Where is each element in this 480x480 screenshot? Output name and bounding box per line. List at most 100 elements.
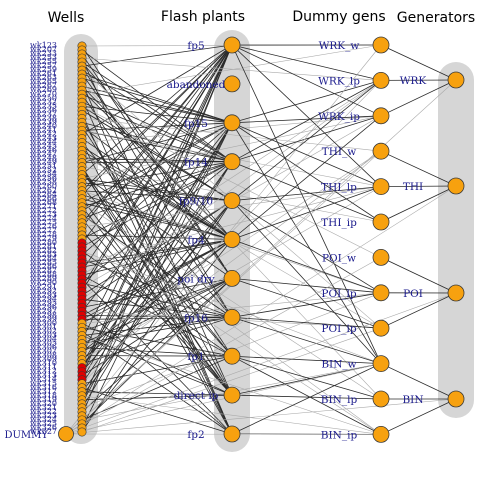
flash-plant-label: fp4 (187, 235, 205, 247)
generator-label: BIN (402, 394, 423, 406)
well-label: wk301 (30, 322, 57, 331)
well-label: wk253 (30, 53, 57, 62)
well-node (77, 427, 87, 437)
well-label: wk279 (30, 234, 57, 243)
edge-well-flash (81, 239, 233, 276)
edge-dummy-light (65, 257, 382, 435)
dummy-gen-label: BIN_ip (321, 429, 358, 441)
edge-flash-dummy (231, 44, 382, 117)
edge-well-flash (81, 316, 233, 365)
generator-node (447, 390, 465, 408)
dummy-well-node (58, 426, 74, 442)
edge-well-flash (81, 122, 233, 163)
well-label: wk262 (30, 186, 57, 195)
edge-well-dummy (81, 150, 382, 348)
edge-well-flash (81, 114, 233, 435)
edge-well-flash (81, 161, 233, 164)
edge-well-dummy (81, 186, 382, 264)
edge-dummy-gen-light (65, 292, 457, 435)
well-label: wk289 (30, 274, 57, 283)
edge-dummy-light (65, 150, 382, 435)
flash-plant-node (223, 192, 241, 210)
generator-node (447, 177, 465, 195)
edge-dummy-gen-light (65, 79, 457, 435)
edge-flash-dummy (231, 200, 382, 294)
well-label: wk327 (30, 427, 57, 436)
flash-plant-node (223, 308, 241, 326)
edge-dummy-generator (380, 398, 457, 435)
well-label: wk270 (30, 89, 57, 98)
edge-well-flash (81, 282, 233, 318)
dummy-gen-label: WRK_ip (318, 111, 360, 123)
edge-well-dummy (81, 327, 382, 433)
well-label: wk313 (30, 371, 57, 380)
dummy-gen-node (372, 107, 390, 125)
edge-well-flash (81, 130, 233, 163)
well-label: wk278 (30, 230, 57, 239)
edge-flash-dummy (231, 239, 382, 294)
well-label: wk309 (30, 355, 57, 364)
well-label: wk246 (30, 146, 57, 155)
edge-well-flash (81, 316, 233, 320)
well-label: wk242 (30, 129, 57, 138)
edge-flash-dummy (231, 44, 382, 81)
dummy-gen-node (372, 319, 390, 337)
well-label: wk302 (30, 326, 57, 335)
well-label: wk233 (30, 49, 57, 58)
edge-well-flash (81, 170, 233, 396)
well-label: wk320 (30, 399, 57, 408)
flash-plant-label: direct ip (174, 390, 219, 402)
dummy-well-label: DUMMY (4, 430, 48, 441)
edge-flash-dummy (231, 355, 382, 435)
edge-well-flash (81, 105, 233, 201)
well-label: wk323 (30, 411, 57, 420)
flash-plant-label: fp5 (187, 40, 204, 52)
flash-plant-label: poi dry (177, 273, 214, 285)
well-label: wk280 (30, 238, 57, 247)
well-label: wk305 (30, 339, 57, 348)
edge-well-flash (81, 161, 233, 384)
well-label: wk249 (30, 158, 57, 167)
edge-dummy-generator (380, 185, 457, 187)
dummy-gen-node (372, 213, 390, 231)
edge-well-dummy (81, 335, 382, 435)
well-label: wk319 (30, 395, 57, 404)
edge-flash-dummy (231, 355, 382, 364)
flash-plant-label: fp15 (184, 118, 208, 130)
well-label: wk315 (30, 379, 57, 388)
edge-well-flash (81, 44, 233, 175)
well-label: wk284 (30, 254, 57, 263)
well-label: wk322 (30, 407, 57, 416)
generator-label: POI (403, 288, 423, 300)
edge-dummy-generator (380, 79, 457, 117)
edge-dummy-generator (380, 185, 457, 223)
edge-well-flash (81, 391, 233, 396)
generators-column-bg (438, 62, 474, 418)
well-label: wk282 (30, 246, 57, 255)
well-label: wk273 (30, 210, 57, 219)
edge-dummy-gen-light (65, 398, 457, 435)
edge-well-flash (81, 101, 233, 163)
edge-well-flash (81, 278, 233, 413)
well-label: wk312 (30, 367, 57, 376)
well-label: wk265 (30, 77, 57, 86)
flash-plant-label: fp14 (184, 157, 208, 169)
well-label: wk248 (30, 154, 57, 163)
dummy-gen-node (372, 284, 390, 302)
well-label: wk207 (30, 45, 57, 54)
well-label: wk310 (30, 359, 57, 368)
dummy-gen-label: POI_ip (321, 323, 356, 335)
well-label: wk304 (30, 335, 57, 344)
title-generators: Generators (397, 10, 475, 26)
edge-well-flash (81, 200, 233, 393)
edge-well-flash (81, 49, 233, 163)
edge-well-flash (81, 355, 233, 385)
edge-well-flash (81, 307, 233, 435)
edge-flash-dummy (231, 292, 382, 318)
edge-dummy-gen-light (65, 185, 457, 435)
edge-well-flash (81, 355, 233, 357)
edge-flash-dummy (231, 363, 382, 435)
well-label: wk294 (30, 294, 57, 303)
flash-plant-node (223, 347, 241, 365)
